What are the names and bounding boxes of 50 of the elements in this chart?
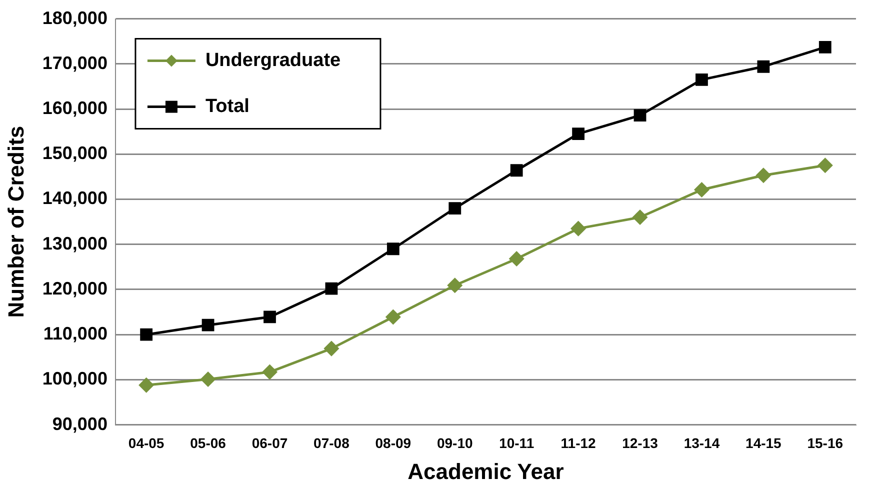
y-tick-label: 120,000 [42,278,108,298]
x-tick-label: 08-09 [375,435,412,452]
point [510,164,523,177]
y-axis-title: Number of Credits [3,126,28,318]
y-tick-label: 180,000 [42,8,108,28]
point [756,168,771,183]
point [200,372,216,386]
y-tick-label: 90,000 [52,414,108,434]
x-tick-label: 13-14 [684,435,720,452]
legend-label: Undergraduate [205,50,341,72]
point [386,242,400,256]
point [140,328,153,341]
point [634,109,646,122]
x-tick-label: 07-08 [314,435,350,452]
x-tick-label: 04-05 [128,435,164,452]
y-tick-label: 110,000 [43,324,108,344]
x-tick-label: 10-11 [499,435,534,452]
x-tick-label: 12-13 [622,435,658,452]
point [448,202,462,214]
legend-label: Total [205,96,250,118]
point [325,282,338,295]
y-tick-label: 170,000 [42,52,108,73]
x-tick-label: 06-07 [252,435,288,452]
point [262,364,277,380]
point [696,74,708,86]
point [139,378,154,392]
x-tick-label: 11-12 [560,435,596,452]
x-tick-label: 09-10 [436,435,473,452]
point [694,182,709,198]
point [572,128,584,140]
y-tick-label: 150,000 [42,143,108,164]
y-tick-label: 140,000 [42,188,108,208]
point [757,60,770,73]
point [324,341,339,356]
y-tick-label: 160,000 [42,98,108,118]
x-tick-label: 05-06 [190,435,226,452]
point [448,278,462,293]
y-tick-label: 100,000 [42,368,108,389]
y-tick-label: 130,000 [42,233,108,254]
point [632,210,648,225]
point [202,318,214,332]
point [818,41,832,54]
point [264,310,276,324]
x-tick-label: 15-16 [807,435,844,452]
point [571,221,586,236]
point [386,310,400,324]
x-axis-title: Academic Year [408,458,564,484]
x-tick-label: 14-15 [746,435,782,452]
point [818,158,832,173]
point [509,252,524,266]
